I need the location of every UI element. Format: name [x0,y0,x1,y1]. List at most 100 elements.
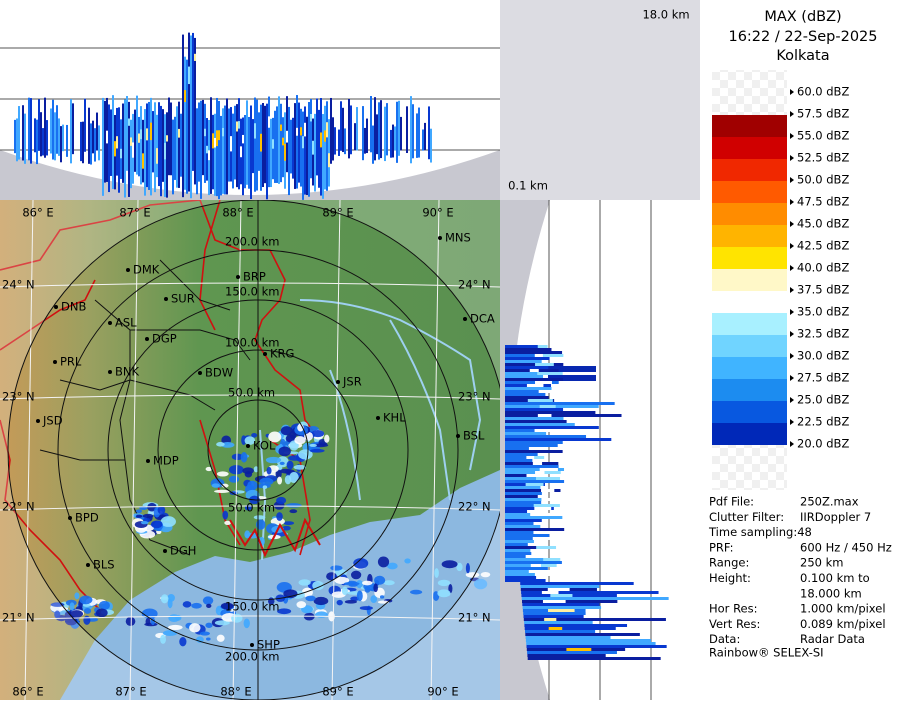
profile-echo [70,99,72,164]
echo [211,483,221,488]
echo [253,515,266,520]
echo [441,560,458,569]
profile-echo [158,102,160,187]
echo [142,513,154,519]
lat-label: 24° N [2,278,35,292]
profile-echo [505,447,529,450]
profile-echo-core [238,121,240,129]
info-value: 0.100 km to [800,571,870,585]
profile-echo [250,105,252,200]
city-label: JSR [342,375,362,389]
profile-echo [505,372,555,375]
echo [286,460,294,470]
profile-echo [52,99,54,160]
profile-echo [60,126,62,163]
profile-echo [50,108,52,154]
profile-echo-core [184,90,186,103]
profile-echo [523,612,586,615]
profile-echo [505,429,546,432]
profile-echo [548,378,596,381]
side-profile-echoes [505,345,669,660]
profile-echo-core [280,124,282,131]
parallel [0,615,500,621]
info-value: 250Z.max [800,495,859,509]
profile-echo-core [566,648,592,651]
legend-label: 25.0 dBZ [797,393,849,407]
city-label: KOL [253,439,276,453]
profile-echo [396,101,398,163]
echo [214,489,230,493]
profile-echo [144,109,146,196]
profile-echo-core [531,555,547,558]
profile-echo [505,468,565,471]
profile-echo-core [543,537,565,540]
legend-label: 57.5 dBZ [797,107,849,121]
echo [289,509,298,514]
latlon-grid [0,200,500,700]
profile-echo [378,102,380,160]
profile-echo [505,420,567,423]
info-value: 0.089 km/pixel [800,617,886,631]
profile-echo [384,106,386,162]
profile-echo-core [208,150,210,161]
legend-label: 37.5 dBZ [797,283,849,297]
info-label: PRF: [709,540,734,554]
profile-echo [192,32,194,171]
profile-echo-core [534,573,561,576]
info-table: Pdf File: 250Z.max Clutter Filter: IIRDoppl… [708,495,892,647]
profile-echo [254,97,256,192]
echo [373,583,378,593]
profile-echo-core [156,148,158,164]
top-profile-echoes [14,32,432,200]
profile-echo [505,558,546,561]
echo [199,631,211,636]
profile-echo [428,106,430,160]
profile-echo [226,98,228,195]
profile-echo [505,462,559,465]
legend-tick [790,353,794,359]
echo [473,578,488,590]
echo [437,589,451,598]
profile-echo-core [534,507,552,510]
profile-echo-core [328,153,330,168]
parallel [0,394,500,400]
profile-echo [96,112,98,151]
city-dot [108,321,112,325]
legend-swatch [712,291,787,313]
profile-echo-core [204,128,206,137]
profile-echo [128,101,130,197]
city-dot [198,371,202,375]
timestamp: 16:22 / 22-Sep-2025 [728,29,877,45]
echo [343,581,360,586]
profile-echo-core [529,369,539,372]
echo [350,596,360,602]
echo [83,615,91,625]
echo [70,610,84,618]
profile-echo [314,113,316,192]
profile-echo [522,606,602,609]
city-label: BLS [93,558,115,572]
echo [205,466,213,472]
profile-echo [505,363,564,366]
legend: 60.0 dBZ 57.5 dBZ 55.0 dBZ 52.5 dBZ 50.0 dBZ… [712,85,849,451]
range-label: 150.0 km [225,285,279,299]
profile-echo [274,110,276,183]
echo [259,477,274,486]
echo [79,595,93,605]
profile-echo [244,115,246,189]
profile-echo-core [540,564,557,567]
profile-echo-core [116,136,118,149]
profile-echo [56,105,58,154]
profile-echo [332,117,334,161]
profile-echo [238,98,240,190]
profile-echo [376,114,378,155]
echo [448,584,453,594]
legend-swatch [712,313,787,335]
echo [216,442,225,447]
echo [465,572,480,578]
profile-echo [527,657,661,660]
legend-label: 42.5 dBZ [797,239,849,253]
profile-echo [58,118,60,156]
city-dot [376,416,380,420]
profile-echo-core [222,127,224,137]
